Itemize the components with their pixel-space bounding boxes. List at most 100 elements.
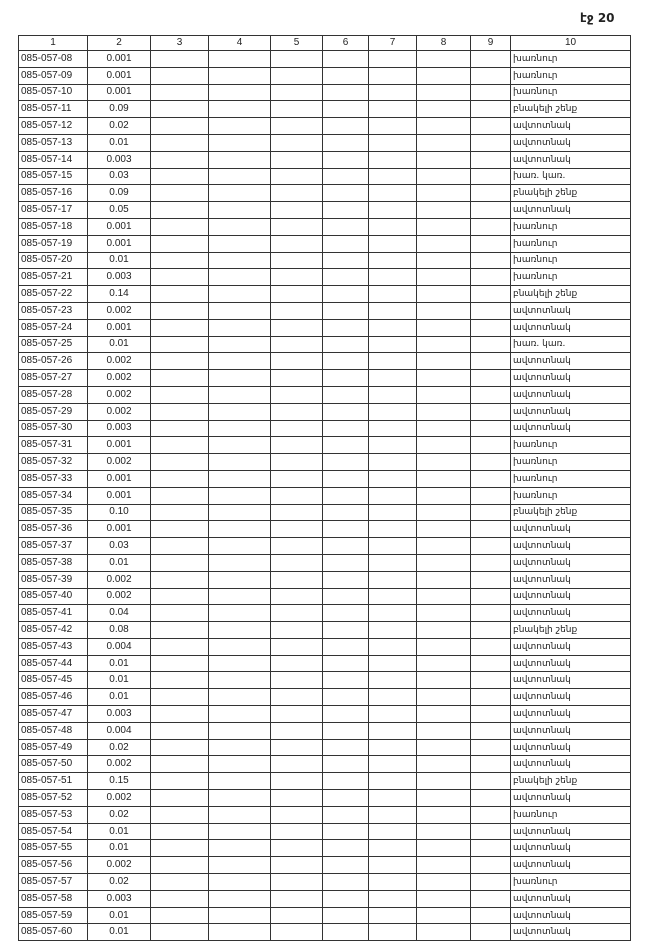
empty-cell: [368, 436, 417, 455]
empty-cell: [150, 570, 209, 589]
parcel-code: 085-057-21: [18, 268, 88, 287]
empty-cell: [416, 419, 471, 438]
table-row: 085-057-58 0.003 ավտոտնակ: [18, 889, 631, 908]
parcel-code: 085-057-51: [18, 772, 88, 791]
parcel-code: 085-057-14: [18, 150, 88, 169]
empty-cell: [270, 604, 323, 623]
building-type: ավտոտնակ: [510, 419, 631, 438]
empty-cell: [270, 705, 323, 723]
empty-cell: [270, 335, 323, 354]
area-value: 0.001: [87, 50, 151, 68]
empty-cell: [322, 805, 369, 824]
empty-cell: [322, 553, 369, 572]
area-value: 0.001: [87, 436, 151, 455]
empty-cell: [150, 318, 209, 337]
empty-cell: [470, 436, 511, 455]
table-row: 085-057-49 0.02 ավտոտնակ: [18, 738, 631, 757]
empty-cell: [322, 738, 369, 757]
empty-cell: [150, 385, 209, 404]
empty-cell: [368, 553, 417, 572]
empty-cell: [150, 469, 209, 488]
empty-cell: [322, 352, 369, 371]
empty-cell: [368, 251, 417, 270]
table-row: 085-057-38 0.01 ավտոտնակ: [18, 553, 631, 572]
area-value: 0.04: [87, 604, 151, 623]
empty-cell: [208, 688, 271, 707]
empty-cell: [368, 789, 417, 807]
table-row: 085-057-60 0.01 ավտոտնակ: [18, 923, 631, 942]
empty-cell: [150, 150, 209, 169]
table-row: 085-057-53 0.02 խառնուր: [18, 805, 631, 824]
table-row: 085-057-17 0.05 ավտոտնակ: [18, 201, 631, 219]
empty-cell: [470, 268, 511, 287]
empty-cell: [368, 167, 417, 186]
empty-cell: [416, 402, 471, 421]
area-value: 0.003: [87, 150, 151, 169]
empty-cell: [416, 469, 471, 488]
empty-cell: [470, 856, 511, 875]
empty-cell: [270, 621, 323, 639]
empty-cell: [416, 268, 471, 287]
table-row: 085-057-09 0.001 խառնուր: [18, 66, 631, 85]
parcel-code: 085-057-46: [18, 688, 88, 707]
parcel-code: 085-057-24: [18, 318, 88, 337]
table-row: 085-057-32 0.002 խառնուր: [18, 453, 631, 471]
empty-cell: [322, 839, 369, 858]
column-header-7: 7: [368, 35, 417, 51]
building-type: բնակելի շենք: [510, 772, 631, 791]
empty-cell: [150, 537, 209, 555]
empty-cell: [270, 419, 323, 438]
empty-cell: [322, 335, 369, 354]
empty-cell: [416, 100, 471, 119]
empty-cell: [208, 889, 271, 908]
empty-cell: [322, 318, 369, 337]
table-row: 085-057-48 0.004 ավտոտնակ: [18, 721, 631, 740]
empty-cell: [368, 234, 417, 253]
building-type: ավտոտնակ: [510, 352, 631, 371]
empty-cell: [270, 789, 323, 807]
empty-cell: [470, 755, 511, 774]
area-value: 0.001: [87, 217, 151, 236]
empty-cell: [368, 352, 417, 371]
empty-cell: [368, 637, 417, 656]
table-row: 085-057-34 0.001 խառնուր: [18, 486, 631, 505]
empty-cell: [416, 805, 471, 824]
empty-cell: [368, 856, 417, 875]
building-type: ավտոտնակ: [510, 688, 631, 707]
empty-cell: [416, 167, 471, 186]
empty-cell: [150, 654, 209, 673]
area-value: 0.02: [87, 805, 151, 824]
empty-cell: [270, 352, 323, 371]
table-row: 085-057-50 0.002 ավտոտնակ: [18, 755, 631, 774]
parcel-code: 085-057-44: [18, 654, 88, 673]
empty-cell: [270, 873, 323, 891]
empty-cell: [208, 486, 271, 505]
building-type: խառնուր: [510, 217, 631, 236]
empty-cell: [368, 805, 417, 824]
empty-cell: [368, 654, 417, 673]
building-type: խառնուր: [510, 83, 631, 102]
empty-cell: [368, 66, 417, 85]
empty-cell: [368, 268, 417, 287]
building-type: խառնուր: [510, 453, 631, 471]
empty-cell: [368, 839, 417, 858]
parcel-code: 085-057-08: [18, 50, 88, 68]
empty-cell: [322, 654, 369, 673]
empty-cell: [150, 167, 209, 186]
parcel-code: 085-057-13: [18, 133, 88, 152]
table-row: 085-057-42 0.08 բնակելի շենք: [18, 621, 631, 639]
empty-cell: [368, 923, 417, 942]
empty-cell: [368, 100, 417, 119]
parcel-code: 085-057-42: [18, 621, 88, 639]
empty-cell: [208, 553, 271, 572]
area-value: 0.01: [87, 553, 151, 572]
empty-cell: [208, 268, 271, 287]
empty-cell: [470, 889, 511, 908]
empty-cell: [150, 705, 209, 723]
parcel-code: 085-057-48: [18, 721, 88, 740]
parcel-code: 085-057-25: [18, 335, 88, 354]
empty-cell: [322, 133, 369, 152]
empty-cell: [322, 469, 369, 488]
empty-cell: [208, 873, 271, 891]
table-row: 085-057-24 0.001 ավտոտնակ: [18, 318, 631, 337]
